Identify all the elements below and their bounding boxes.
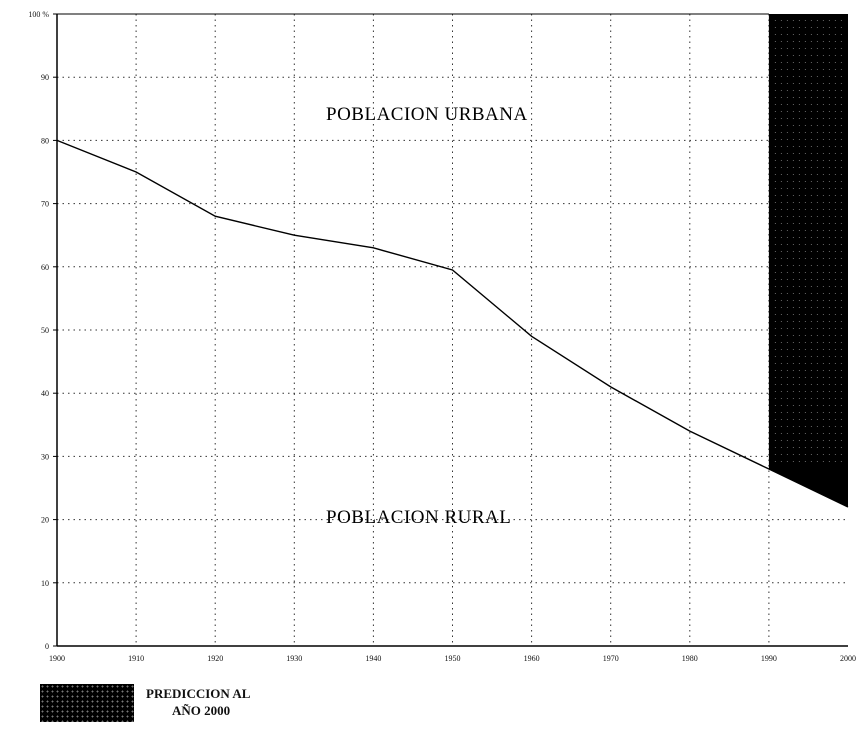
x-tick-label: 1980 xyxy=(682,654,698,663)
y-tick-label: 50 xyxy=(41,326,49,335)
x-tick-label: 1900 xyxy=(49,654,65,663)
legend-prediction-label: PREDICCION AL AÑO 2000 xyxy=(146,685,250,719)
y-tick-label: 90 xyxy=(41,73,49,82)
rural-population-line xyxy=(56,139,849,508)
y-tick-label: 0 xyxy=(45,642,49,651)
urban-region-label: POBLACION URBANA xyxy=(326,104,528,125)
y-tick-label: 30 xyxy=(41,452,49,461)
legend-line-2: AÑO 2000 xyxy=(172,703,231,718)
legend: PREDICCION AL AÑO 2000 xyxy=(40,684,360,728)
x-tick-label: 1960 xyxy=(524,654,540,663)
y-tick-label: 20 xyxy=(41,516,49,525)
x-tick-labels: 1900 1910 1920 1930 1940 1950 1960 1970 1980 1990… xyxy=(49,654,856,663)
x-tick-label: 1990 xyxy=(761,654,777,663)
legend-prediction-swatch xyxy=(40,684,134,722)
x-tick-label: 1920 xyxy=(207,654,223,663)
y-tick-labels: 0 10 20 30 40 50 60 70 80 90 100 % xyxy=(28,10,57,651)
prediction-dots xyxy=(774,20,842,462)
y-tick-label: 10 xyxy=(41,579,49,588)
rural-region-label: POBLACION RURAL xyxy=(326,507,511,528)
y-tick-label: 60 xyxy=(41,263,49,272)
y-tick-label: 80 xyxy=(41,136,49,145)
y-tick-label: 40 xyxy=(41,389,49,398)
y-tick-label: 100 % xyxy=(28,10,49,19)
prediction-area xyxy=(768,14,848,507)
x-tick-label: 1950 xyxy=(445,654,461,663)
x-tick-label: 1970 xyxy=(603,654,619,663)
x-tick-label: 1930 xyxy=(286,654,302,663)
x-tick-label: 1940 xyxy=(365,654,381,663)
x-tick-label: 2000 xyxy=(840,654,856,663)
x-tick-label: 1910 xyxy=(128,654,144,663)
y-tick-label: 70 xyxy=(41,200,49,209)
legend-line-1: PREDICCION AL xyxy=(146,686,251,701)
